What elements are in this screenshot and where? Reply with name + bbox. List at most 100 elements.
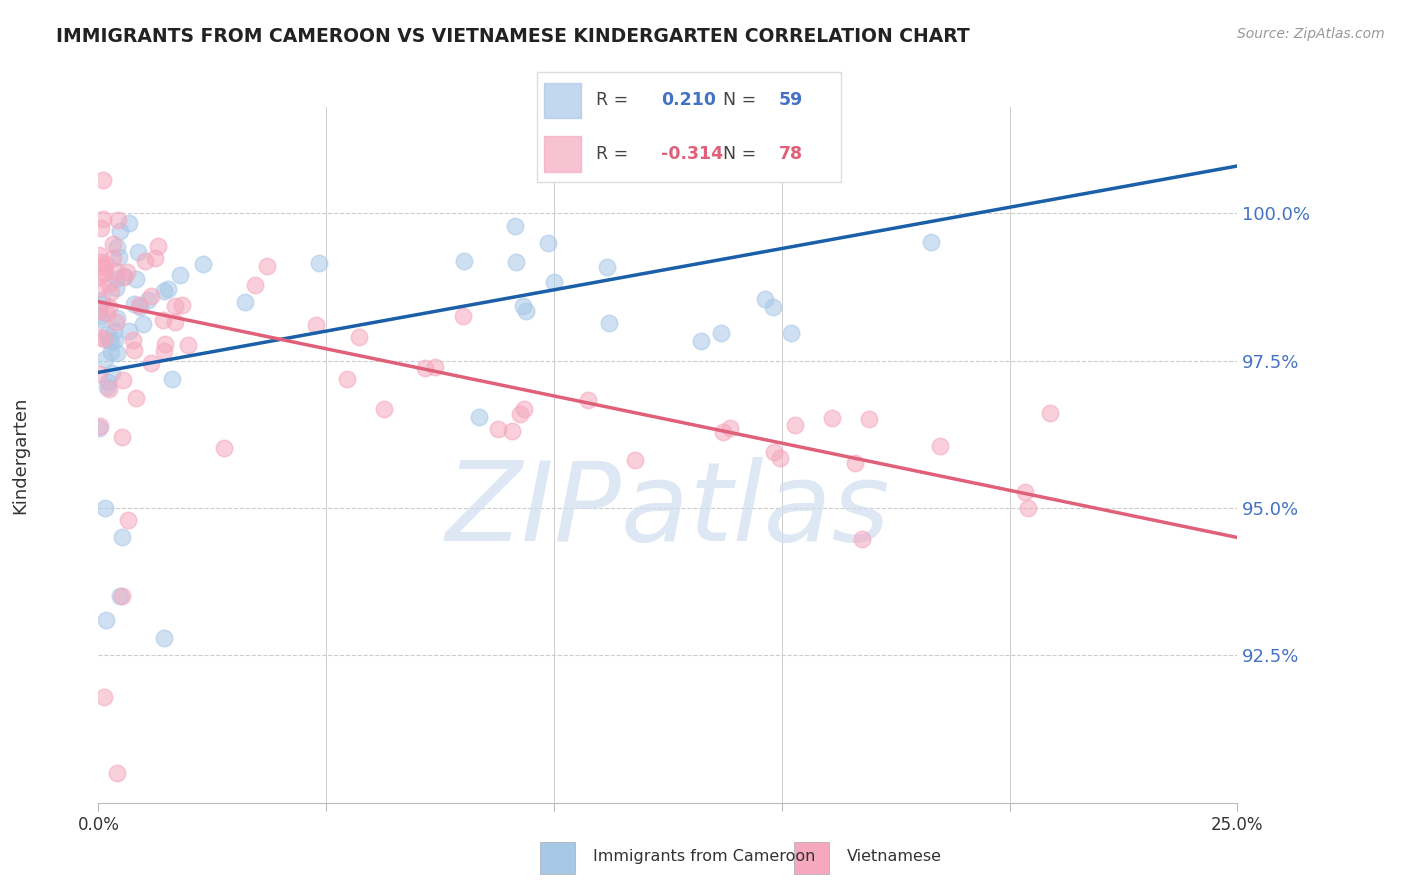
Point: [104, 272, 127, 286]
Point: [780, 326, 803, 340]
Point: [762, 300, 785, 314]
Point: [513, 401, 536, 416]
Point: [122, 343, 145, 357]
Text: 0.210: 0.210: [661, 91, 716, 110]
Bar: [794, 842, 830, 874]
Point: [94, 351, 117, 366]
Point: [153, 343, 176, 358]
Point: [769, 451, 792, 466]
Point: [93, 260, 115, 274]
Point: [108, 590, 131, 604]
Point: [103, 324, 125, 338]
Point: [89, 419, 111, 434]
Point: [96, 379, 118, 393]
Point: [128, 298, 150, 312]
Point: [100, 285, 122, 299]
Point: [165, 299, 187, 313]
Text: 78: 78: [779, 145, 803, 163]
Point: [89, 281, 111, 295]
Point: [233, 295, 256, 310]
Point: [153, 336, 176, 351]
Point: [122, 333, 145, 347]
Point: [143, 251, 166, 265]
Point: [97, 333, 120, 347]
Point: [89, 330, 111, 344]
Point: [107, 250, 129, 264]
Point: [127, 244, 149, 259]
Point: [844, 456, 866, 470]
Text: Vietnamese: Vietnamese: [846, 849, 942, 864]
Point: [128, 300, 150, 314]
Point: [624, 453, 647, 467]
Point: [305, 318, 328, 332]
Point: [89, 248, 111, 262]
Point: [100, 334, 122, 349]
Point: [107, 213, 129, 227]
Text: R =: R =: [596, 145, 634, 163]
Point: [89, 254, 111, 268]
Point: [107, 240, 129, 254]
Point: [132, 317, 155, 331]
Point: [308, 256, 330, 270]
Point: [139, 356, 162, 370]
Point: [90, 297, 112, 311]
Point: [108, 224, 131, 238]
Point: [112, 268, 135, 283]
Point: [373, 401, 395, 416]
Point: [543, 275, 565, 289]
Point: [97, 300, 120, 314]
Text: Immigrants from Cameroon: Immigrants from Cameroon: [593, 849, 815, 864]
Point: [111, 430, 134, 444]
Point: [156, 282, 179, 296]
Point: [453, 253, 475, 268]
Point: [117, 325, 139, 339]
Point: [96, 306, 118, 320]
Point: [91, 173, 114, 187]
Point: [170, 297, 193, 311]
Text: 59: 59: [779, 91, 803, 110]
Point: [152, 313, 174, 327]
Point: [858, 411, 880, 425]
Point: [425, 359, 447, 374]
Point: [93, 500, 115, 515]
Point: [501, 424, 523, 438]
Point: [96, 326, 118, 341]
Point: [413, 361, 436, 376]
Point: [335, 372, 357, 386]
Bar: [544, 136, 581, 171]
Point: [512, 299, 534, 313]
Text: N =: N =: [723, 91, 756, 110]
Point: [598, 316, 620, 330]
Point: [115, 265, 138, 279]
Point: [509, 407, 531, 421]
Point: [711, 425, 734, 439]
Point: [139, 289, 162, 303]
Point: [160, 372, 183, 386]
Point: [690, 334, 713, 348]
Text: ZIPatlas: ZIPatlas: [446, 457, 890, 564]
Point: [93, 332, 115, 346]
Point: [104, 333, 127, 347]
Point: [118, 216, 141, 230]
Y-axis label: Kindergarten: Kindergarten: [11, 396, 30, 514]
Point: [1017, 501, 1039, 516]
Point: [163, 315, 186, 329]
Point: [134, 253, 156, 268]
Point: [762, 445, 785, 459]
Point: [515, 304, 537, 318]
Point: [105, 281, 128, 295]
FancyBboxPatch shape: [537, 72, 841, 182]
Point: [87, 421, 110, 435]
Point: [111, 531, 134, 545]
Point: [153, 284, 176, 298]
Point: [169, 268, 191, 282]
Point: [1039, 406, 1062, 420]
Point: [91, 293, 114, 307]
Point: [191, 257, 214, 271]
Point: [111, 372, 134, 386]
Point: [146, 238, 169, 252]
Point: [104, 315, 127, 329]
Text: R =: R =: [596, 91, 634, 110]
Point: [94, 257, 117, 271]
Point: [243, 277, 266, 292]
